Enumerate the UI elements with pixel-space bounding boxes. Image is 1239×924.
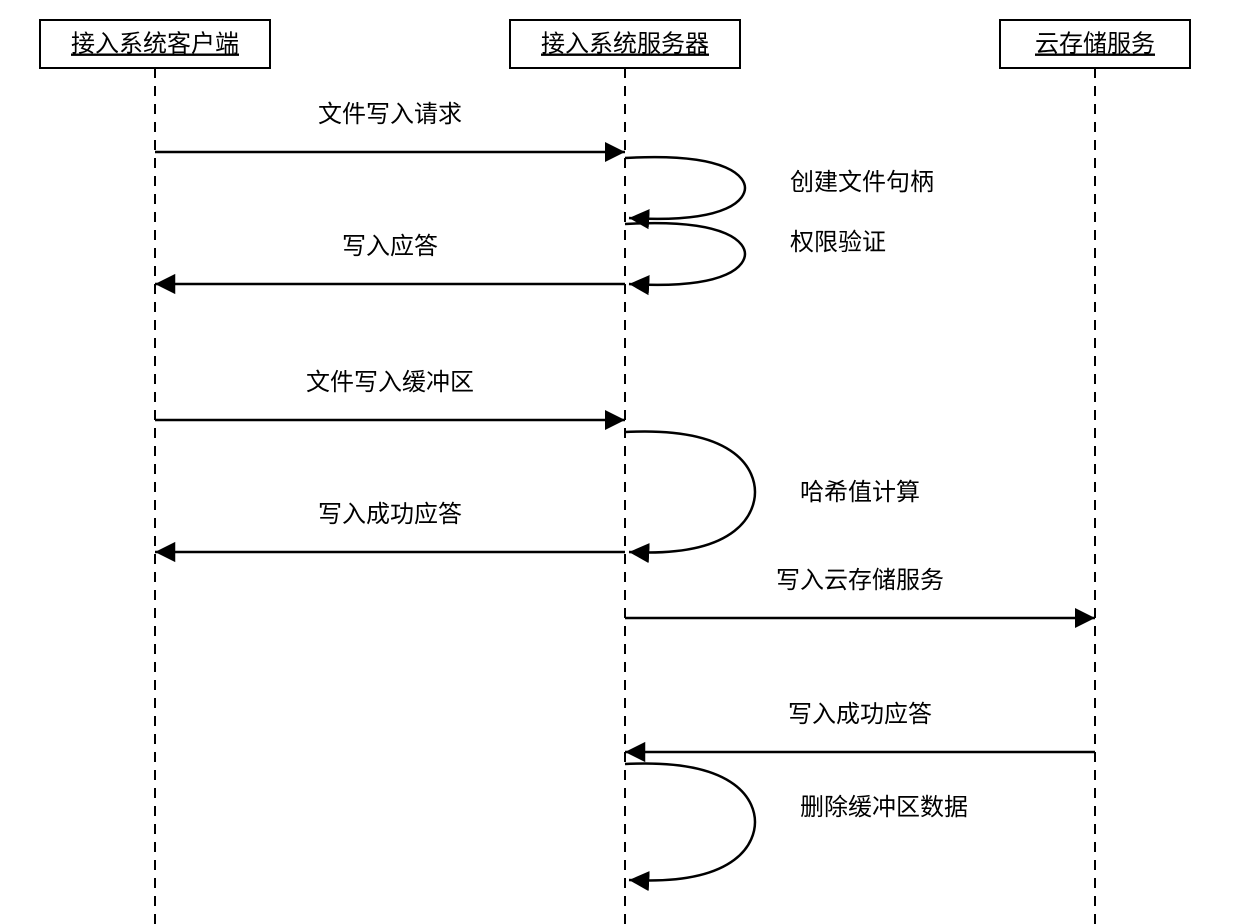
participant-label-client: 接入系统客户端 xyxy=(71,31,239,58)
self-message-label: 哈希值计算 xyxy=(800,479,920,506)
participant-label-server: 接入系统服务器 xyxy=(541,31,709,58)
self-message-loop xyxy=(625,763,755,880)
self-message-loop xyxy=(625,157,745,219)
message-label: 文件写入请求 xyxy=(318,101,462,128)
message-label: 写入成功应答 xyxy=(318,501,462,528)
message-label: 写入成功应答 xyxy=(788,701,932,728)
self-message-loop xyxy=(625,223,745,285)
participants: 接入系统客户端 接入系统服务器 云存储服务 xyxy=(40,20,1190,68)
message-label: 写入云存储服务 xyxy=(776,567,944,594)
self-message-label: 权限验证 xyxy=(790,229,886,256)
self-message-label: 创建文件句柄 xyxy=(790,169,934,196)
self-message-loop xyxy=(625,431,755,552)
message-label: 写入应答 xyxy=(342,233,438,260)
message-label: 文件写入缓冲区 xyxy=(306,369,474,396)
participant-label-cloud: 云存储服务 xyxy=(1035,31,1155,58)
sequence-diagram: 接入系统客户端 接入系统服务器 云存储服务 文件写入请求创建文件句柄权限验证 写入应答… xyxy=(0,0,1239,924)
self-message-label: 删除缓冲区数据 xyxy=(800,794,968,821)
